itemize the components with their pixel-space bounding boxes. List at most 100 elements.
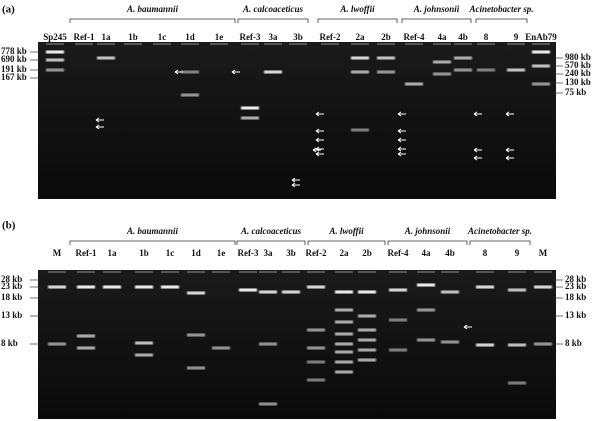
group-bracket xyxy=(401,18,472,23)
band xyxy=(358,290,376,294)
well xyxy=(377,43,395,45)
band xyxy=(46,50,64,54)
size-label-right: 240 kb xyxy=(565,68,591,78)
well xyxy=(181,43,199,45)
size-label-right: 75 kb xyxy=(565,87,586,97)
band xyxy=(476,343,494,347)
band xyxy=(46,68,64,72)
band xyxy=(187,366,205,370)
arrow xyxy=(95,124,104,130)
well xyxy=(534,271,552,273)
band xyxy=(335,360,353,364)
band xyxy=(103,285,121,289)
group-label: A. baumannii xyxy=(126,226,179,236)
well xyxy=(75,43,93,45)
arrow xyxy=(473,147,482,153)
lane-label: 2a xyxy=(356,32,366,42)
well xyxy=(289,43,307,45)
band xyxy=(358,358,376,362)
gel-b xyxy=(38,270,556,419)
well xyxy=(507,43,525,45)
band xyxy=(212,346,230,350)
well xyxy=(259,271,277,273)
well xyxy=(264,43,282,45)
band xyxy=(335,308,353,312)
well xyxy=(97,43,115,45)
lane-label: Ref-2 xyxy=(320,32,341,42)
well xyxy=(508,271,526,273)
band xyxy=(135,285,153,289)
size-label-left: 690 kb xyxy=(1,54,27,64)
lane-label: 1b xyxy=(139,248,149,258)
lane-label: 3b xyxy=(293,32,303,42)
band xyxy=(417,283,435,287)
group-bracket xyxy=(69,18,236,23)
group-bracket xyxy=(237,18,309,23)
band xyxy=(351,56,369,60)
lane-label: Sp245 xyxy=(43,32,67,42)
band xyxy=(259,342,277,346)
well xyxy=(282,271,300,273)
well xyxy=(161,271,179,273)
arrow xyxy=(505,147,514,153)
band xyxy=(135,341,153,345)
band xyxy=(358,328,376,332)
band xyxy=(335,370,353,374)
band xyxy=(259,290,277,294)
band xyxy=(307,346,325,350)
arrow xyxy=(397,151,406,157)
well xyxy=(477,43,495,45)
lane-label: M xyxy=(539,248,548,258)
size-label-right: 570 kb xyxy=(565,60,591,70)
band xyxy=(377,56,395,60)
arrow xyxy=(505,155,514,161)
band xyxy=(454,68,472,72)
lane-label: Ref-3 xyxy=(238,248,259,258)
arrow xyxy=(291,177,300,183)
band xyxy=(389,318,407,322)
band xyxy=(351,70,369,74)
band xyxy=(358,314,376,318)
group-bracket xyxy=(469,240,531,245)
band xyxy=(46,58,64,62)
lane-label: 9 xyxy=(514,32,519,42)
lane-label: 8 xyxy=(484,32,489,42)
lane-label: 1a xyxy=(102,32,112,42)
arrow xyxy=(315,128,324,134)
lane-label: 1c xyxy=(166,248,175,258)
size-label-right: 8 kb xyxy=(565,338,582,348)
band xyxy=(181,70,199,74)
well xyxy=(103,271,121,273)
arrow xyxy=(473,111,482,117)
band xyxy=(507,68,525,72)
band xyxy=(259,402,277,406)
arrow xyxy=(473,155,482,161)
lane-label: 3a xyxy=(269,32,279,42)
lane-label: Ref-4 xyxy=(388,248,409,258)
band xyxy=(358,348,376,352)
lane-label: 2b xyxy=(381,32,391,42)
panel-label: (b) xyxy=(2,220,16,232)
size-label-right: 23 kb xyxy=(565,281,586,291)
group-bracket xyxy=(69,240,236,245)
band xyxy=(48,342,66,346)
lane-label: 1a xyxy=(108,248,118,258)
band xyxy=(389,288,407,292)
well xyxy=(454,43,472,45)
well xyxy=(239,271,257,273)
arrow xyxy=(505,111,514,117)
group-bracket xyxy=(475,18,528,23)
band xyxy=(161,285,179,289)
well xyxy=(335,271,353,273)
size-label-left: 778 kb xyxy=(1,46,27,56)
band xyxy=(282,290,300,294)
group-bracket xyxy=(307,240,386,245)
size-label-left: 167 kb xyxy=(1,72,27,82)
arrow xyxy=(463,324,472,330)
band xyxy=(508,288,526,292)
band xyxy=(441,340,459,344)
well xyxy=(212,271,230,273)
band xyxy=(48,285,66,289)
well xyxy=(441,271,459,273)
arrow xyxy=(95,117,104,123)
